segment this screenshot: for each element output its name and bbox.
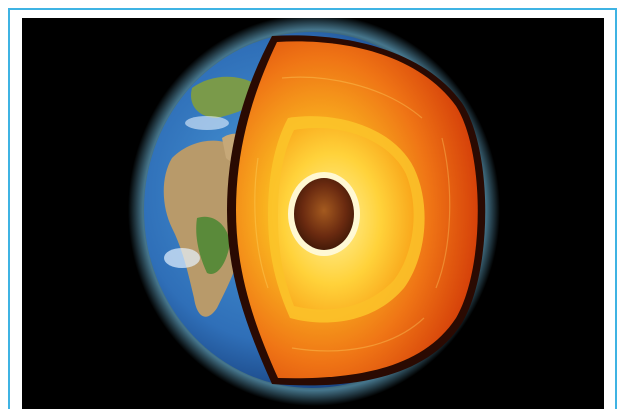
cloud xyxy=(164,248,200,268)
inner-core xyxy=(294,178,354,250)
cloud xyxy=(185,116,229,130)
earth-cutaway-image xyxy=(22,18,604,409)
vegetation xyxy=(196,216,230,274)
mantle-texture xyxy=(254,76,451,352)
